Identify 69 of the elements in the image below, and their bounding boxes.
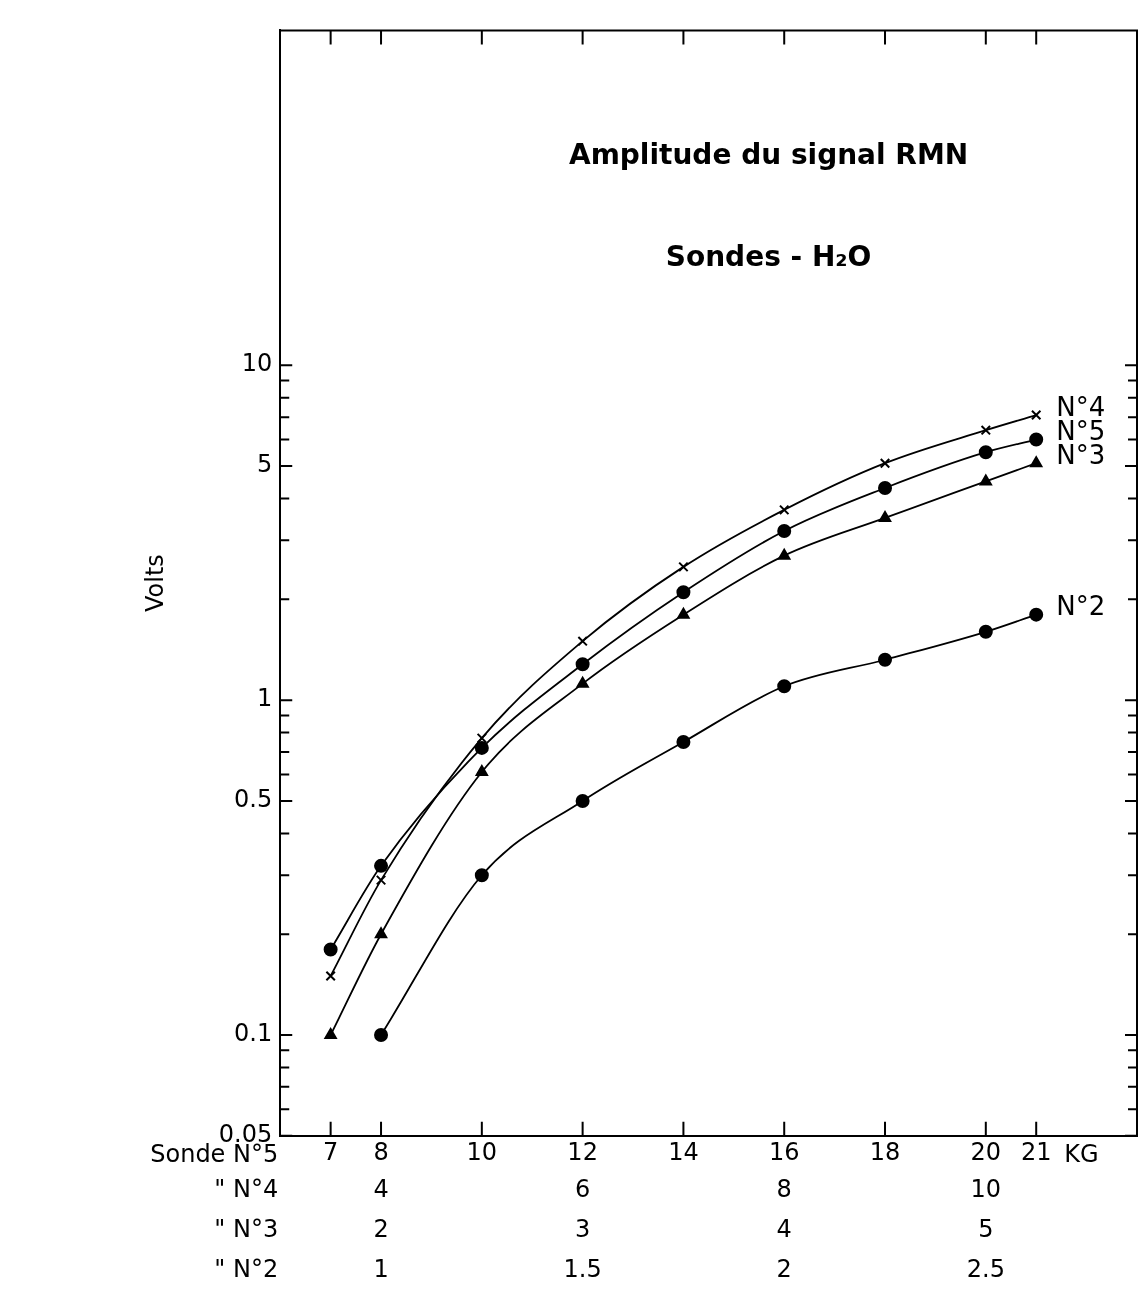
text: 2 [373, 1215, 389, 1244]
x-tick-label: 14 [668, 1138, 699, 1167]
x-tick-label: 18 [869, 1138, 901, 1167]
text: 5 [978, 1215, 994, 1244]
point [1029, 607, 1044, 622]
point [778, 548, 791, 560]
point [374, 1028, 389, 1042]
point [778, 504, 790, 516]
text: " N°2 [214, 1255, 279, 1284]
y-tick-label: 10 [241, 349, 273, 378]
x2-tick-label: 4 [373, 1175, 389, 1204]
legend-label: N°2 [1056, 591, 1106, 622]
x2-tick-label: 6 [574, 1175, 591, 1204]
point [676, 734, 691, 749]
text: Amplitude du signal RMN [568, 137, 969, 171]
text: 1.5 [563, 1255, 602, 1284]
point [676, 585, 691, 600]
text: 1 [373, 1255, 389, 1284]
point [878, 481, 893, 495]
point [677, 607, 690, 619]
point [577, 635, 588, 647]
text: KG [1064, 1140, 1099, 1169]
y-tick-label: 0.5 [234, 785, 273, 814]
text: " N°3 [214, 1215, 279, 1244]
point [1030, 409, 1042, 421]
y-tick-label: 0.1 [234, 1019, 273, 1048]
point [777, 679, 792, 694]
point [878, 652, 893, 667]
point [323, 942, 338, 957]
x-tick-label: 16 [768, 1138, 800, 1167]
x-tick-label: 10 [466, 1138, 498, 1167]
text: 2 [776, 1255, 792, 1284]
y-axis-title: Volts [140, 554, 169, 613]
point [878, 510, 892, 522]
x-tick-label: 12 [567, 1138, 598, 1167]
text: 4 [776, 1215, 792, 1244]
point [978, 445, 993, 460]
point [325, 970, 336, 982]
x-tick-label: 8 [373, 1138, 389, 1167]
point [678, 561, 689, 573]
y-tick-label: 5 [256, 450, 273, 479]
x2-tick-label: 10 [970, 1175, 1002, 1204]
point [979, 474, 992, 486]
point [879, 457, 891, 469]
point [475, 765, 489, 777]
point [575, 793, 590, 808]
y-tick-label: 1 [256, 684, 273, 713]
point [575, 657, 590, 672]
text: Sondes - H₂O [665, 239, 872, 273]
x-tick-label: 7 [322, 1138, 339, 1167]
x2-axis-title: " N°4 [214, 1175, 279, 1204]
point [978, 624, 993, 639]
point [476, 732, 488, 744]
point [324, 1028, 337, 1039]
x-tick-label: 20 [970, 1138, 1002, 1167]
text: 3 [574, 1215, 591, 1244]
point [576, 676, 589, 688]
x-tick-label: 21 [1020, 1138, 1052, 1167]
point [474, 740, 489, 755]
point [375, 874, 387, 886]
x2-tick-label: 8 [776, 1175, 792, 1204]
point [374, 858, 389, 873]
point [777, 523, 792, 538]
point [1029, 432, 1044, 447]
text: 2.5 [966, 1255, 1005, 1284]
point [374, 927, 388, 939]
point [980, 424, 992, 436]
point [1030, 456, 1043, 468]
point [474, 868, 489, 883]
